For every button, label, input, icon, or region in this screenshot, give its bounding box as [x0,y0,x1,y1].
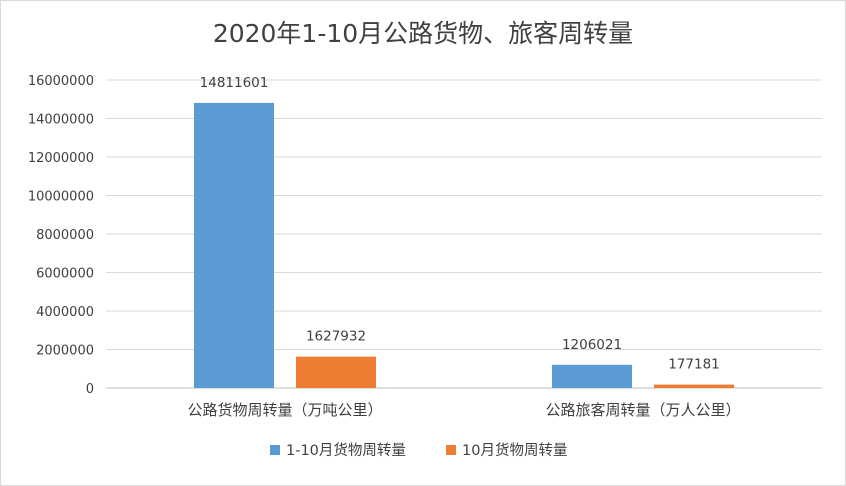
y-tick-label: 14000000 [28,113,94,128]
y-tick-label: 10000000 [28,190,94,205]
bar [296,356,376,388]
bar [552,364,632,388]
legend-swatch [270,445,280,455]
legend-entry: 1-10月货物周转量 [286,442,406,459]
y-tick-label: 4000000 [36,305,94,320]
data-label: 1627932 [306,329,366,345]
y-tick-label: 2000000 [36,344,94,359]
y-tick-label: 0 [86,382,94,397]
category-label: 公路货物周转量（万吨公里） [187,401,382,419]
data-label: 1206021 [562,337,622,353]
y-tick-label: 16000000 [28,74,94,89]
category-label: 公路旅客周转量（万人公里） [545,401,740,419]
data-label: 177181 [668,357,720,373]
legend-swatch [446,445,456,455]
bar [654,384,734,388]
legend-entry: 10月货物周转量 [462,442,567,459]
chart-title: 2020年1-10月公路货物、旅客周转量 [212,19,634,48]
y-tick-label: 8000000 [36,228,94,243]
y-tick-label: 6000000 [36,267,94,282]
y-tick-label: 12000000 [28,151,94,166]
data-label: 14811601 [200,75,269,91]
bar [194,102,274,388]
